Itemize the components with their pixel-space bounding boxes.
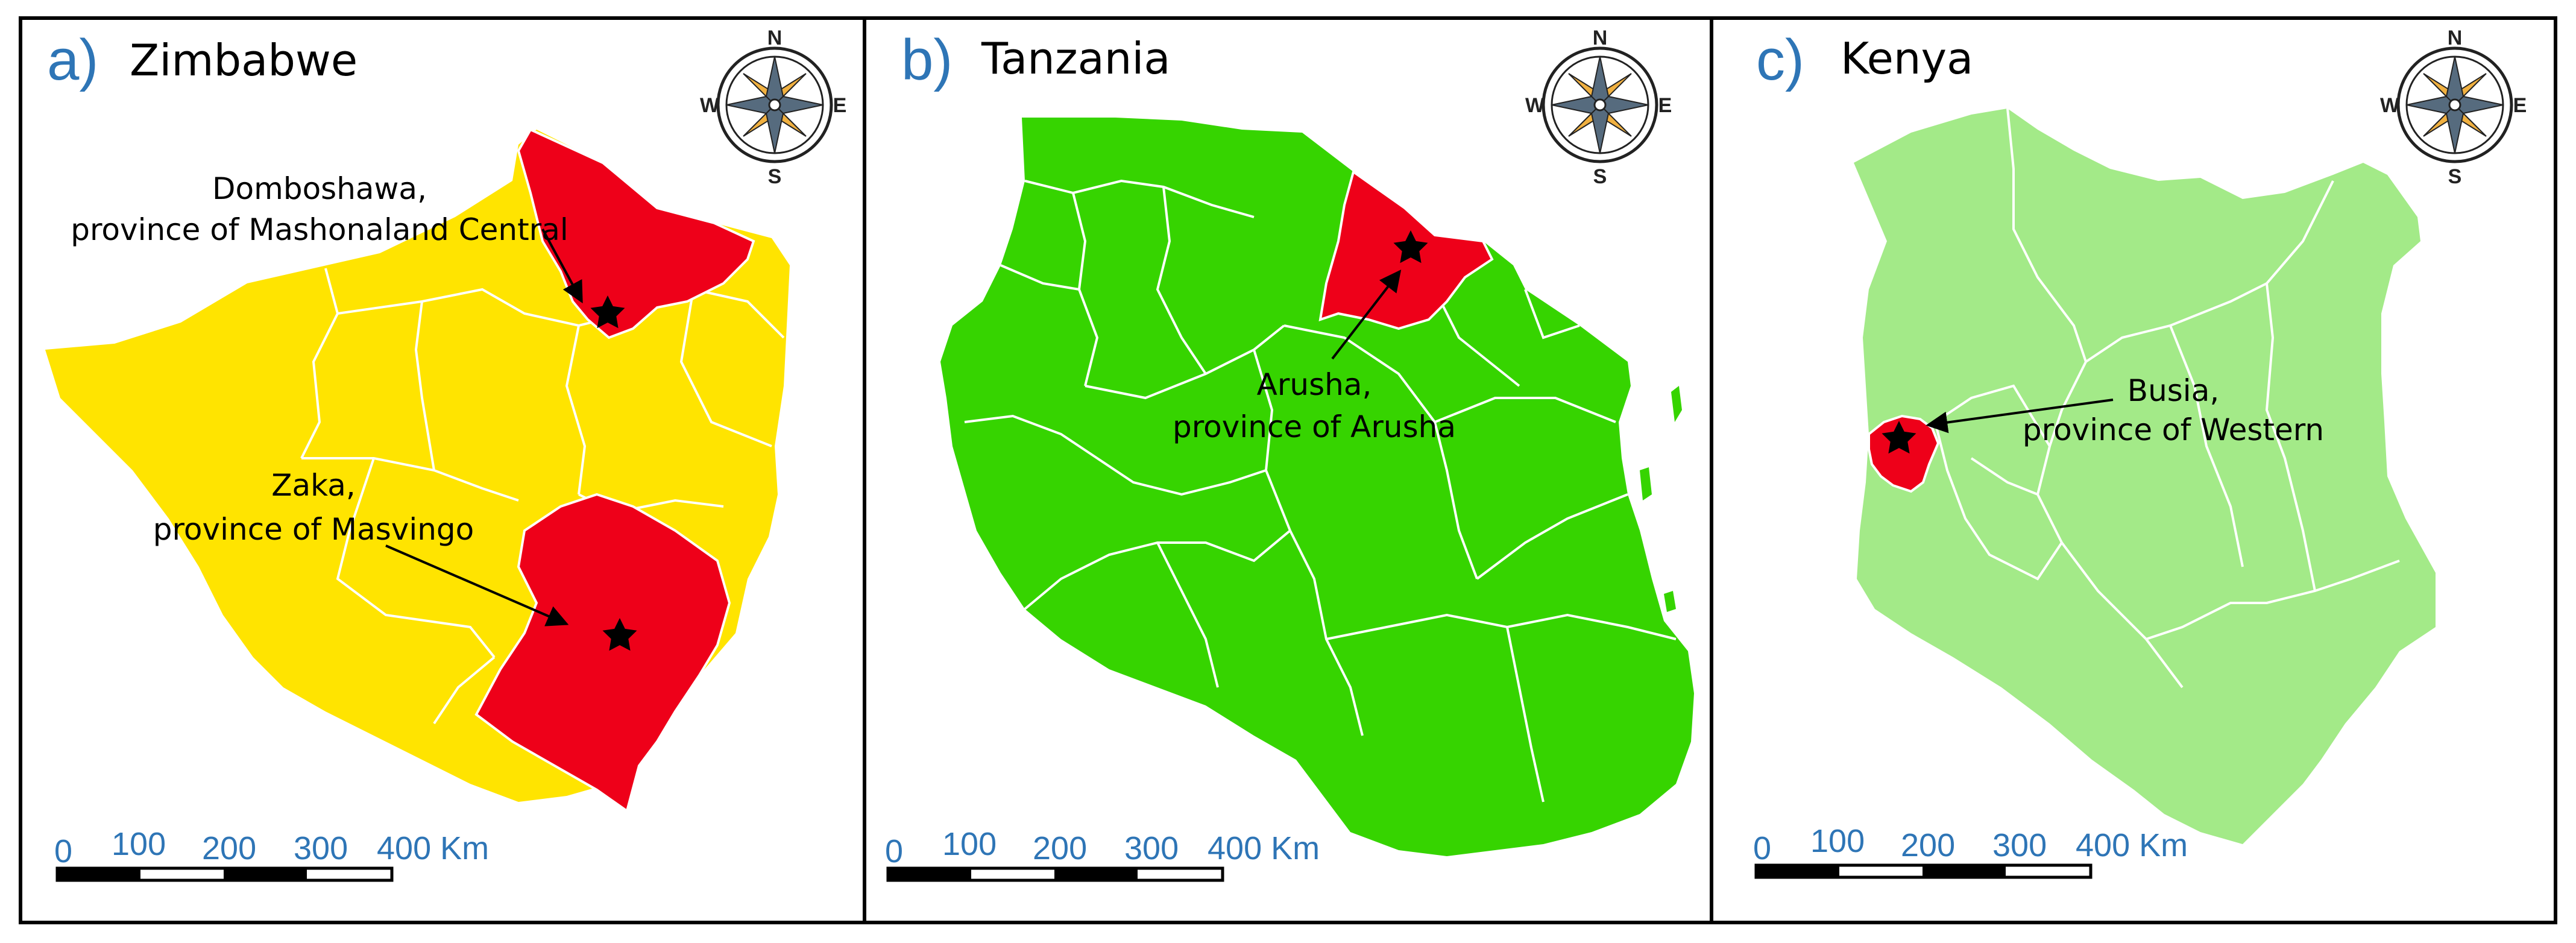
compass-east: E bbox=[833, 94, 847, 117]
scale-label: 200 bbox=[1033, 830, 1087, 866]
panel-zimbabwe: a) Zimbabwe N S E W bbox=[19, 16, 866, 924]
scale-label: 200 bbox=[202, 830, 256, 866]
scale-label: 100 bbox=[942, 826, 997, 862]
compass-north: N bbox=[2448, 27, 2463, 49]
scale-label: 0 bbox=[885, 833, 903, 869]
panel-country: Zimbabwe bbox=[130, 35, 357, 86]
compass-east: E bbox=[2513, 94, 2527, 117]
compass-west: W bbox=[700, 94, 720, 117]
province-borders bbox=[1934, 108, 2400, 689]
country-shape bbox=[1854, 109, 2436, 844]
annotation-arrow bbox=[1926, 399, 2114, 434]
scale-label: 300 bbox=[294, 830, 348, 866]
annotation-line: Busia, bbox=[2127, 373, 2219, 408]
compass-north: N bbox=[767, 27, 783, 49]
panel-letter: c) bbox=[1756, 28, 1804, 92]
annotation-arrow bbox=[385, 544, 569, 626]
map-tanzania bbox=[940, 118, 1694, 856]
scale-label: 200 bbox=[1901, 827, 1955, 863]
scale-label: 400 Km bbox=[1208, 830, 1320, 866]
compass-rose-icon: N S E W bbox=[1525, 27, 1672, 188]
scale-label: 0 bbox=[1753, 830, 1771, 866]
scale-label: 400 Km bbox=[2076, 827, 2188, 863]
scale-bar: 0 100 200 300 400 Km bbox=[54, 826, 489, 882]
compass-south: S bbox=[1593, 165, 1607, 188]
scale-label: 300 bbox=[1992, 827, 2047, 863]
annotation-line: province of Western bbox=[2023, 412, 2324, 447]
map-zimbabwe bbox=[45, 128, 790, 813]
annotation-line: province of Masvingo bbox=[153, 512, 474, 547]
province-masvingo bbox=[474, 493, 731, 813]
annotation-arrow bbox=[1331, 270, 1402, 360]
compass-rose-icon: N S E W bbox=[700, 27, 846, 188]
scale-label: 100 bbox=[112, 826, 166, 862]
annotation-arrow bbox=[541, 229, 583, 304]
annotation-line: province of Mashonaland Central bbox=[71, 212, 568, 247]
scale-bar: 0 100 200 300 400 Km bbox=[885, 826, 1320, 882]
scale-label: 100 bbox=[1810, 823, 1865, 859]
scale-bar: 0 100 200 300 400 Km bbox=[1753, 823, 2188, 879]
annotation-line: Domboshawa, bbox=[212, 171, 427, 206]
panel-country: Kenya bbox=[1841, 33, 1973, 84]
annotation-line: Arusha, bbox=[1257, 367, 1372, 402]
panel-country: Tanzania bbox=[981, 33, 1171, 84]
panel-tanzania: b) Tanzania N S E W bbox=[863, 16, 1713, 924]
compass-north: N bbox=[1593, 27, 1608, 49]
compass-rose-icon: N S E W bbox=[2380, 27, 2527, 188]
scale-label: 0 bbox=[54, 833, 72, 869]
panel-letter: b) bbox=[901, 28, 953, 92]
panel-letter: a) bbox=[47, 28, 98, 92]
compass-west: W bbox=[1525, 94, 1545, 117]
compass-east: E bbox=[1658, 94, 1672, 117]
annotation-line: province of Arusha bbox=[1173, 409, 1456, 444]
scale-label: 300 bbox=[1124, 830, 1179, 866]
panel-kenya: c) Kenya N S E W Bu bbox=[1710, 16, 2557, 924]
map-kenya bbox=[1854, 108, 2436, 844]
annotation-line: Zaka, bbox=[271, 468, 356, 503]
compass-west: W bbox=[2380, 94, 2400, 117]
compass-south: S bbox=[2448, 165, 2462, 188]
scale-label: 400 Km bbox=[377, 830, 489, 866]
country-shape bbox=[940, 118, 1694, 856]
compass-south: S bbox=[768, 165, 782, 188]
